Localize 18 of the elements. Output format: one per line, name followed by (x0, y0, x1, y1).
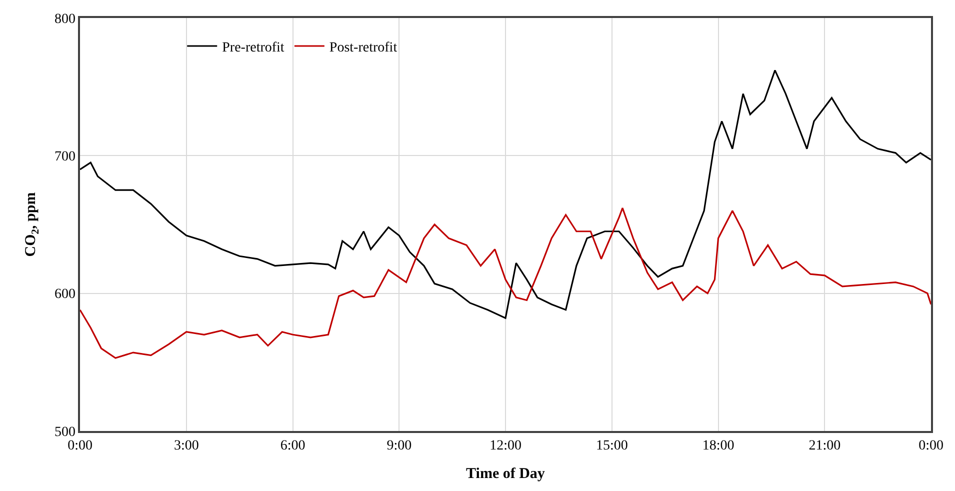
y-tick-label: 700 (54, 150, 76, 165)
y-tick-label: 600 (54, 287, 76, 302)
x-tick-label: 15:00 (596, 438, 628, 454)
x-tick-label: 9:00 (386, 438, 412, 454)
line-series (80, 207, 931, 359)
line-series (80, 70, 931, 319)
x-axis-title: Time of Day (466, 466, 546, 482)
x-tick-label: 3:00 (174, 438, 199, 454)
y-tick-label: 500 (54, 424, 76, 440)
x-tick-label: 0:00 (918, 438, 944, 454)
x-tick-label: 21:00 (808, 438, 841, 454)
legend-label: Post-retrofit (329, 40, 398, 56)
y-tick-label: 800 (54, 12, 76, 27)
x-tick-label: 18:00 (702, 438, 734, 454)
x-tick-label: 0:00 (68, 438, 92, 454)
x-tick-label: 12:00 (490, 438, 522, 454)
x-tick-label: 6:00 (280, 438, 306, 454)
legend-label: Pre-retrofit (222, 40, 284, 56)
